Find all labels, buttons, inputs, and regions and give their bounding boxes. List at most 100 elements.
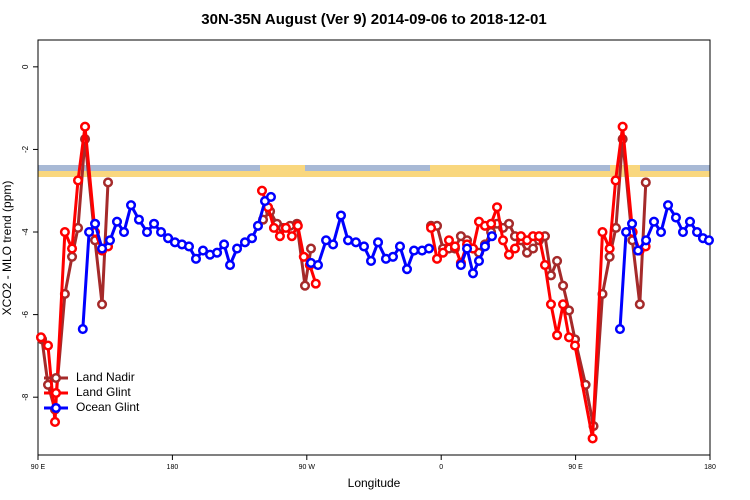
y-tick-label: -2 <box>21 145 30 153</box>
point <box>703 235 715 246</box>
point <box>467 268 479 279</box>
point <box>569 340 581 351</box>
point <box>66 243 78 254</box>
point <box>610 175 621 186</box>
point <box>183 241 195 252</box>
point <box>299 280 311 291</box>
point <box>292 220 303 231</box>
point <box>425 222 437 233</box>
point <box>552 330 563 341</box>
point <box>387 251 399 262</box>
ocean-band <box>500 165 610 171</box>
point <box>72 175 84 186</box>
y-tick-label: -8 <box>21 393 30 401</box>
point <box>503 249 515 260</box>
point <box>423 243 435 254</box>
point <box>558 299 569 310</box>
point <box>533 231 545 242</box>
point <box>77 324 88 335</box>
point <box>443 235 455 246</box>
point <box>614 324 626 335</box>
point <box>125 200 137 211</box>
point <box>280 222 291 233</box>
x-tick-label: 180 <box>704 464 716 471</box>
legend-marker <box>50 387 62 399</box>
point <box>539 259 551 271</box>
point <box>640 177 651 188</box>
point <box>49 416 61 428</box>
y-tick-label: -4 <box>21 228 30 236</box>
point <box>42 340 54 351</box>
point <box>604 251 615 262</box>
point <box>190 253 202 264</box>
point <box>232 243 243 254</box>
point <box>626 218 638 229</box>
legend-marker <box>50 372 62 384</box>
point <box>321 235 332 246</box>
x-tick-label: 90 W <box>299 464 316 471</box>
point <box>268 222 279 233</box>
point <box>97 299 108 310</box>
point <box>648 216 660 227</box>
point <box>655 226 667 238</box>
x-tick-label: 90 E <box>31 464 46 471</box>
point <box>479 241 491 252</box>
point <box>219 239 230 250</box>
point <box>486 231 498 242</box>
ocean-band <box>305 165 430 171</box>
point <box>509 243 521 254</box>
point <box>97 243 108 254</box>
point <box>558 280 569 291</box>
point <box>437 247 449 258</box>
point <box>677 226 689 238</box>
point <box>239 237 251 248</box>
x-tick-label: 180 <box>167 464 179 471</box>
point <box>118 226 130 238</box>
point <box>342 235 354 246</box>
point <box>102 177 114 188</box>
legend-label: Land Glint <box>76 385 131 399</box>
point <box>497 235 509 246</box>
point <box>212 247 223 258</box>
point <box>265 191 277 202</box>
point <box>197 245 209 256</box>
surface-band <box>38 165 710 177</box>
chart-title: 30N-35N August (Ver 9) 2014-09-06 to 201… <box>201 11 546 28</box>
point <box>545 299 557 310</box>
point <box>431 253 443 264</box>
point <box>256 185 268 196</box>
point <box>298 251 309 262</box>
x-axis-label: Longitude <box>348 476 401 490</box>
point <box>634 299 645 310</box>
y-tick-label: 0 <box>21 64 30 69</box>
point <box>621 226 632 238</box>
point <box>84 226 95 238</box>
legend-marker <box>50 402 62 414</box>
point <box>148 218 160 229</box>
x-tick-label: 0 <box>439 464 443 471</box>
point <box>312 259 324 271</box>
legend-label: Land Nadir <box>76 370 135 384</box>
point <box>111 216 123 227</box>
point <box>274 231 285 242</box>
point <box>401 264 413 275</box>
legend-label: Ocean Glint <box>76 400 140 414</box>
series-line <box>81 195 710 330</box>
point <box>133 214 144 225</box>
point <box>492 202 503 213</box>
y-axis-label: XCO2 - MLO trend (ppm) <box>0 181 14 316</box>
point <box>684 216 696 227</box>
plot-frame <box>37 39 711 456</box>
point <box>527 243 539 254</box>
point <box>224 259 236 271</box>
point <box>365 255 377 266</box>
point <box>473 255 485 266</box>
x-tick-label: 90 E <box>568 464 583 471</box>
point <box>503 218 515 229</box>
point <box>89 218 101 229</box>
point <box>587 433 598 444</box>
point <box>552 255 563 266</box>
point <box>328 239 339 250</box>
y-tick-label: -6 <box>21 311 30 319</box>
